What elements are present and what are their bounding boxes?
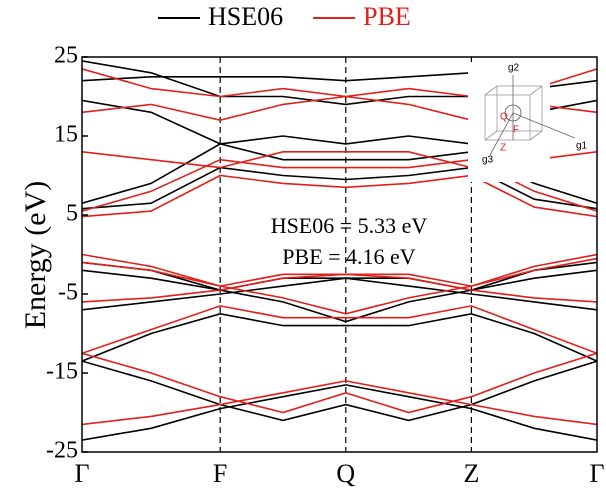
y-tick-label: 15: [54, 122, 78, 148]
x-tick-label: Γ: [74, 459, 89, 488]
inset-label: g3: [482, 155, 494, 166]
chart: Energy (eV) HSE06 = 5.33 eV PBE = 4.16 e…: [0, 0, 606, 495]
y-tick-label: 5: [66, 201, 78, 227]
y-tick-label: -25: [46, 438, 78, 464]
x-tick-label: Z: [463, 459, 479, 488]
annotation: HSE06 = 5.33 eV: [271, 213, 428, 238]
inset-label: Q: [500, 112, 508, 123]
inset-label: g2: [508, 63, 520, 74]
inset-background: [468, 62, 550, 182]
band-line: [82, 278, 597, 310]
band-line: [82, 73, 471, 81]
inset-label: Z: [500, 143, 506, 154]
y-tick-label: -15: [46, 359, 78, 385]
inset: g1 g2 g3 F Q Z: [468, 62, 588, 182]
x-tick-label: Γ: [589, 459, 604, 488]
inset-label: g1: [576, 141, 588, 152]
y-axis-label: Energy (eV): [19, 181, 52, 330]
x-tick-label: F: [213, 459, 227, 488]
legend-label: PBE: [363, 2, 411, 31]
x-tick-label: Q: [336, 459, 355, 488]
band-line: [82, 314, 597, 361]
annotation: PBE = 4.16 eV: [282, 244, 416, 269]
band-line: [82, 385, 597, 440]
legend-label: HSE06: [208, 2, 283, 31]
y-tick-label: -5: [58, 280, 78, 306]
y-tick-label: 25: [54, 43, 78, 69]
band-line: [82, 361, 597, 420]
band-line: [82, 381, 597, 425]
inset-label: F: [513, 125, 519, 136]
